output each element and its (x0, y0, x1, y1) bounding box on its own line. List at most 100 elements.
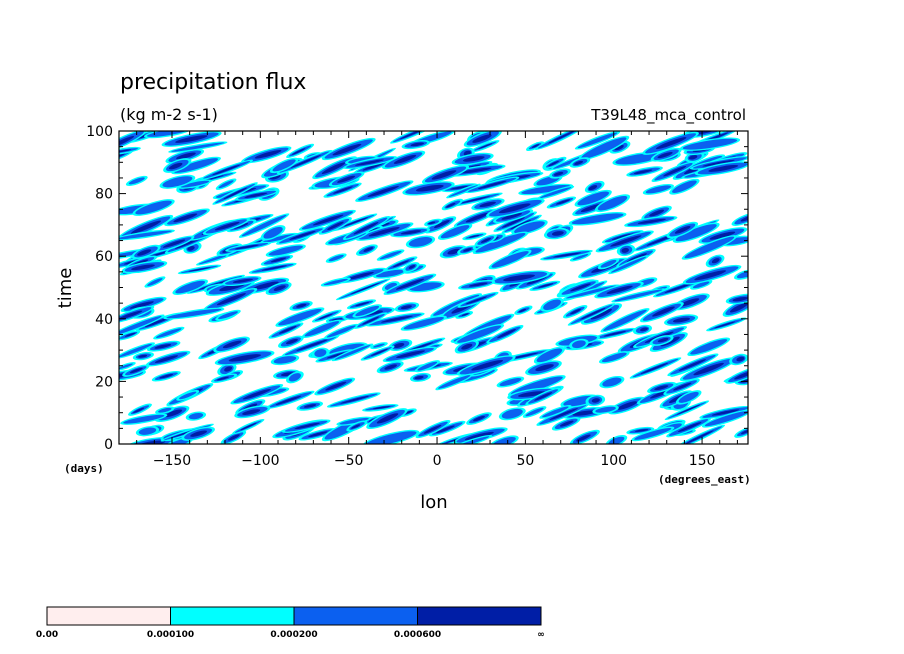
heatmap-cell-high (610, 235, 642, 247)
heatmap-cell (323, 323, 359, 339)
heatmap-cell (437, 223, 473, 240)
colorbar-swatch (293, 606, 418, 626)
heatmap-cell (365, 312, 425, 327)
heatmap-cell-high (367, 185, 399, 198)
heatmap-cell-mid (690, 339, 728, 355)
heatmap-cell-high (694, 270, 727, 281)
heatmap-cell (315, 349, 355, 363)
heatmap-cell (567, 303, 616, 326)
heatmap-cell (470, 140, 500, 153)
y-tick-label: 40 (95, 312, 113, 328)
heatmap-cell (569, 252, 592, 262)
y-tick-label: 60 (95, 249, 113, 265)
heatmap-cell (731, 212, 748, 226)
heatmap-cell-high (685, 430, 714, 444)
heatmap-cell (163, 307, 225, 320)
heatmap-cell-mid (188, 412, 204, 420)
heatmap-cell-high (400, 230, 422, 235)
heatmap-cell (429, 420, 466, 437)
heatmap-cell-high (395, 278, 425, 290)
heatmap-cell-high (461, 313, 469, 316)
heatmap-cell (119, 330, 141, 341)
heatmap-cell-high (477, 180, 507, 190)
heatmap-cell (220, 430, 247, 444)
heatmap-cell (489, 435, 519, 444)
heatmap-cell-high (380, 315, 413, 323)
heatmap-cell (265, 390, 315, 409)
heatmap-cell (466, 412, 492, 425)
heatmap-cell (493, 211, 537, 232)
heatmap-cell (612, 151, 664, 166)
heatmap-cell (132, 199, 175, 216)
heatmap-cell (343, 156, 398, 169)
heatmap-cell (722, 296, 748, 317)
heatmap-cell-high (347, 271, 374, 280)
heatmap-cell (120, 413, 168, 425)
heatmap-cell (705, 254, 725, 268)
heatmap-cell-mid (602, 377, 622, 387)
heatmap-cell (163, 158, 192, 173)
heatmap-cell-high (351, 424, 361, 429)
heatmap-cell (594, 281, 644, 299)
heatmap-cell-high (464, 431, 494, 441)
heatmap-cell-high (355, 302, 370, 307)
heatmap-cell-high (548, 160, 559, 167)
heatmap-cell (410, 372, 431, 382)
heatmap-cell-mid (736, 270, 748, 279)
heatmap-cell (388, 339, 413, 352)
heatmap-cell (384, 256, 418, 272)
heatmap-cell-mid (521, 184, 571, 195)
heatmap-cell-high (355, 159, 384, 166)
heatmap-cell-high (501, 217, 525, 228)
heatmap-cell-high (693, 362, 724, 376)
heatmap-cell-mid (581, 137, 627, 159)
heatmap-cell-high (576, 434, 591, 442)
heatmap-cell (177, 264, 222, 275)
heatmap-cell-mid (268, 245, 303, 256)
heatmap-cell-high (501, 213, 523, 220)
heatmap-cell-high (640, 362, 669, 374)
heatmap-cell (446, 183, 481, 199)
heatmap-cell-high (709, 231, 736, 240)
heatmap-cell (471, 198, 505, 211)
heatmap-cell-high (384, 364, 397, 370)
colorbar-label: 0.000100 (147, 630, 194, 640)
heatmap-cell-high (294, 422, 320, 430)
heatmap-cell (200, 159, 254, 180)
x-tick-label: 150 (689, 453, 716, 469)
heatmap-cell-high (285, 338, 298, 345)
heatmap-cell-high (531, 144, 540, 148)
heatmap-cell-high (130, 220, 162, 234)
heatmap-cell (269, 157, 299, 174)
heatmap-cell-mid (326, 325, 356, 338)
heatmap-cell-high (606, 285, 633, 294)
heatmap-cell (355, 222, 414, 241)
heatmap-cell-high (590, 308, 612, 320)
heatmap-cell-high (428, 221, 436, 225)
x-axis: −150 −100 −50 0 50 100 150 (136, 131, 738, 469)
heatmap-cell-high (164, 409, 183, 418)
heatmap-cell-mid (704, 410, 748, 427)
heatmap-cell (522, 406, 547, 418)
heatmap-cell-mid (135, 200, 172, 215)
y-tick-label: 80 (95, 187, 113, 203)
heatmap-cell (491, 270, 551, 285)
heatmap-cell-high (654, 385, 669, 391)
x-tick-label: 100 (600, 453, 627, 469)
heatmap-cell-high (535, 364, 554, 372)
heatmap-cell-mid (514, 221, 545, 234)
heatmap-cell-high (649, 209, 665, 217)
heatmap-cell-mid (600, 259, 617, 268)
heatmap-cell-high (688, 155, 698, 160)
heatmap-cell (687, 337, 731, 357)
heatmap-cell-high (154, 344, 172, 349)
heatmap-cell (601, 230, 644, 244)
heatmap-cell-high (462, 156, 485, 162)
heatmap-cell (641, 205, 672, 221)
heatmap-cell-high (188, 267, 211, 272)
heatmap-cell-high (480, 237, 492, 243)
heatmap-cell-high (518, 391, 546, 397)
heatmap-cell-mid (166, 308, 222, 319)
heatmap-cell (298, 209, 356, 231)
heatmap-cell (248, 262, 297, 274)
